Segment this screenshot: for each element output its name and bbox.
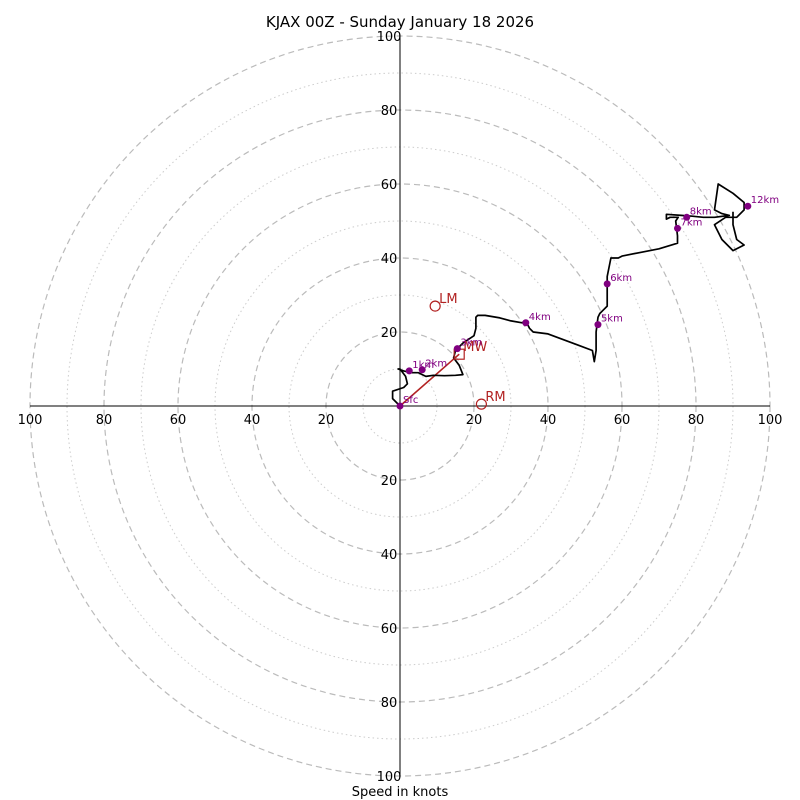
height-marker-2km xyxy=(418,366,426,374)
height-marker-7km xyxy=(674,224,681,232)
y-tick-label: 20 xyxy=(381,474,398,489)
height-marker-12km xyxy=(744,202,752,210)
y-tick-label: 100 xyxy=(377,30,402,45)
y-tick-label: 100 xyxy=(377,770,402,785)
x-tick-label: 80 xyxy=(688,413,705,428)
storm-motion-rm-marker xyxy=(475,398,487,410)
x-axis-label: Speed in knots xyxy=(352,785,449,800)
height-marker-6km xyxy=(603,280,611,288)
y-tick-label: 20 xyxy=(381,326,398,341)
height-marker-label-12km: 12km xyxy=(751,195,779,206)
y-tick-label: 40 xyxy=(381,252,398,267)
mean-wind-vector xyxy=(399,353,460,407)
height-marker-label-6km: 6km xyxy=(610,273,632,284)
y-tick-label: 40 xyxy=(381,548,398,563)
y-tick-label: 80 xyxy=(381,104,398,119)
x-tick-label: 20 xyxy=(466,413,483,428)
height-marker-sfc xyxy=(396,402,404,410)
height-marker-8km xyxy=(683,213,691,221)
height-marker-label-5km: 5km xyxy=(601,314,623,325)
x-tick-label: 40 xyxy=(244,413,261,428)
height-marker-4km xyxy=(522,319,530,327)
height-marker-label-2km: 2km xyxy=(425,359,447,370)
height-marker-label-4km: 4km xyxy=(529,312,551,323)
x-tick-label: 40 xyxy=(540,413,557,428)
x-tick-label: 100 xyxy=(18,413,43,428)
y-tick-label: 60 xyxy=(381,622,398,637)
storm-motion-lm-label: LM xyxy=(439,292,457,307)
height-marker-label-8km: 8km xyxy=(690,206,712,217)
height-marker-5km xyxy=(594,321,602,329)
y-tick-label: 60 xyxy=(381,178,398,193)
storm-motion-rm-label: RM xyxy=(485,390,505,405)
storm-motion-lm-marker xyxy=(429,300,441,312)
y-tick-label: 80 xyxy=(381,696,398,711)
height-marker-3km xyxy=(453,345,461,353)
x-tick-label: 100 xyxy=(758,413,783,428)
x-tick-label: 60 xyxy=(614,413,631,428)
x-tick-label: 60 xyxy=(170,413,187,428)
x-tick-label: 80 xyxy=(96,413,113,428)
height-marker-label-3km: 3km xyxy=(460,338,482,349)
x-tick-label: 20 xyxy=(318,413,335,428)
height-marker-label-7km: 7km xyxy=(681,217,703,228)
storm-motion-mw-label: MW xyxy=(463,340,487,355)
height-marker-1km xyxy=(405,367,413,375)
tick-labels: 100 80 60 40 20 20 40 60 80 100 100 80 60 40 20 20 40 60 8… xyxy=(18,30,783,785)
height-marker-label-1km: 1km xyxy=(412,360,434,371)
chart-title: KJAX 00Z - Sunday January 18 2026 xyxy=(266,13,534,31)
storm-motion-markers: LM RM MW xyxy=(429,292,506,410)
height-marker-label-sfc: Sfc xyxy=(403,395,418,406)
